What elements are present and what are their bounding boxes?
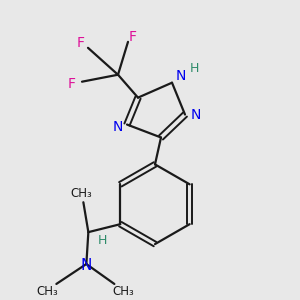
Text: N: N [81,257,92,272]
Text: F: F [129,30,137,44]
Text: N: N [176,69,186,83]
Text: CH₃: CH₃ [112,285,134,298]
Text: N: N [113,119,123,134]
Text: N: N [191,108,201,122]
Text: CH₃: CH₃ [37,285,58,298]
Text: CH₃: CH₃ [70,187,92,200]
Text: H: H [98,234,107,247]
Text: F: F [77,36,85,50]
Text: H: H [189,62,199,75]
Text: F: F [68,77,76,91]
